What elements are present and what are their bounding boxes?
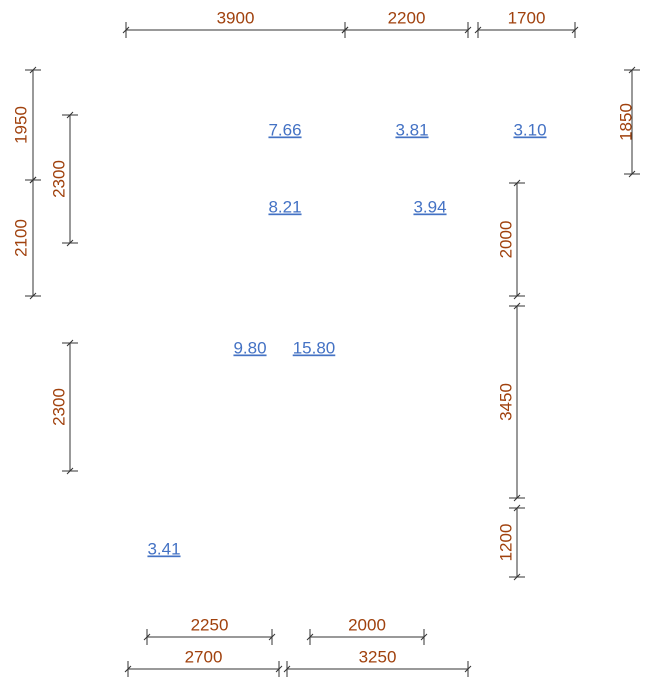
- dimension-slash: [464, 665, 472, 673]
- dimension-label: 1200: [496, 524, 515, 562]
- dimension-slash: [66, 111, 74, 119]
- dimension-label: 3450: [496, 383, 515, 421]
- dimension-slash: [513, 504, 521, 512]
- dimension-slash: [283, 665, 291, 673]
- dimension-label: 2000: [496, 221, 515, 259]
- dimension-slash: [306, 633, 314, 641]
- dimension-label: 2200: [388, 8, 426, 27]
- dimension-slash: [66, 339, 74, 347]
- dimension-slash: [513, 302, 521, 310]
- dimension-label: 2300: [49, 388, 68, 426]
- dimension-label: 2250: [191, 615, 229, 634]
- dimension-slash: [513, 573, 521, 581]
- dimension-slash: [474, 26, 482, 34]
- dimension-label: 1850: [616, 103, 635, 141]
- dimension-slash: [29, 176, 37, 184]
- room-area: 3.81: [395, 120, 428, 139]
- dimension-slash: [275, 665, 283, 673]
- dimension-slash: [513, 292, 521, 300]
- dimension-slash: [66, 239, 74, 247]
- room-area: 3.10: [513, 120, 546, 139]
- room-area: 3.94: [413, 197, 446, 216]
- dimension-slash: [341, 26, 349, 34]
- dimension-slash: [513, 179, 521, 187]
- dimension-slash: [628, 66, 636, 74]
- dimension-label: 2100: [11, 219, 30, 257]
- room-area: 3.41: [147, 539, 180, 558]
- dimension-label: 2700: [185, 647, 223, 666]
- dimension-slash: [29, 292, 37, 300]
- dimension-slash: [513, 494, 521, 502]
- dimension-slash: [628, 170, 636, 178]
- dimension-slash: [464, 26, 472, 34]
- room-area: 8.21: [268, 197, 301, 216]
- dimension-slash: [29, 66, 37, 74]
- room-area: 7.66: [268, 120, 301, 139]
- dimension-slash: [122, 26, 130, 34]
- dimension-label: 3250: [359, 647, 397, 666]
- dimension-label: 1700: [508, 8, 546, 27]
- dimension-label: 1950: [11, 106, 30, 144]
- dimension-label: 3900: [217, 8, 255, 27]
- dimension-slash: [66, 467, 74, 475]
- dimension-slash: [571, 26, 579, 34]
- dimension-label: 2300: [49, 160, 68, 198]
- dimension-label: 2000: [348, 615, 386, 634]
- room-area: 9.80: [233, 338, 266, 357]
- dimension-slash: [124, 665, 132, 673]
- dimension-slash: [420, 633, 428, 641]
- dimension-slash: [143, 633, 151, 641]
- room-area: 15.80: [293, 338, 336, 357]
- dimension-slash: [268, 633, 276, 641]
